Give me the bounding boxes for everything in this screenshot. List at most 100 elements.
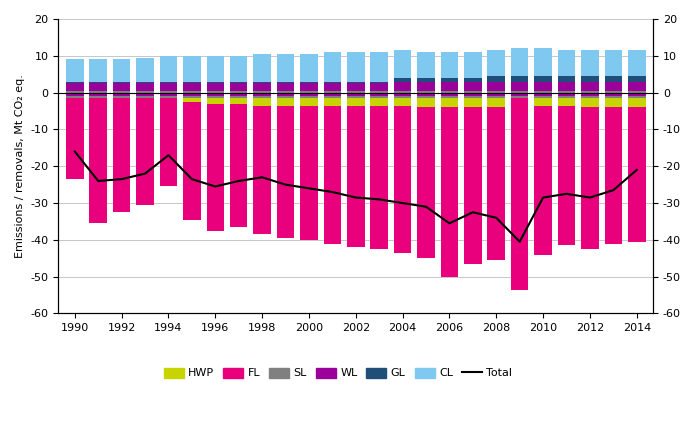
Bar [300, 54, 318, 82]
Bar [300, 106, 318, 240]
Bar [487, 96, 505, 98]
Bar [230, 104, 248, 227]
Bar [159, 98, 177, 187]
Bar [113, 91, 130, 93]
Bar [183, 91, 200, 93]
Bar [394, 82, 411, 91]
Bar [66, 60, 84, 82]
Bar [535, 91, 552, 93]
Bar [464, 93, 482, 96]
Bar [464, 107, 482, 264]
Bar [417, 82, 435, 91]
Bar [89, 82, 107, 83]
Bar [159, 93, 177, 96]
Bar [487, 98, 505, 107]
Bar [557, 91, 576, 93]
Bar [581, 91, 599, 93]
Bar [183, 83, 200, 91]
Bar [207, 93, 224, 96]
Bar [628, 96, 646, 98]
Legend: HWP, FL, SL, WL, GL, CL, Total: HWP, FL, SL, WL, GL, CL, Total [159, 363, 516, 383]
Bar [605, 50, 622, 76]
Bar [300, 96, 318, 98]
Bar [394, 106, 411, 253]
Bar [511, 98, 528, 290]
Bar [89, 93, 107, 96]
Bar [324, 52, 341, 82]
Bar [581, 82, 599, 91]
Bar [557, 76, 576, 82]
Bar [300, 83, 318, 91]
Bar [394, 98, 411, 106]
Bar [277, 91, 294, 93]
Bar [464, 91, 482, 93]
Bar [136, 93, 154, 96]
Bar [113, 93, 130, 96]
Bar [136, 82, 154, 83]
Bar [464, 52, 482, 78]
Bar [441, 107, 458, 277]
Bar [253, 106, 271, 234]
Bar [370, 52, 388, 82]
Bar [230, 82, 248, 83]
Bar [441, 91, 458, 93]
Bar [628, 93, 646, 96]
Bar [113, 60, 130, 82]
Bar [113, 96, 130, 98]
Bar [66, 82, 84, 83]
Bar [89, 96, 107, 98]
Bar [605, 107, 622, 244]
Bar [66, 83, 84, 91]
Bar [511, 76, 528, 82]
Bar [253, 96, 271, 98]
Bar [277, 82, 294, 83]
Bar [183, 96, 200, 98]
Bar [66, 96, 84, 98]
Bar [136, 98, 154, 205]
Bar [324, 91, 341, 93]
Bar [113, 83, 130, 91]
Bar [441, 96, 458, 98]
Bar [628, 98, 646, 107]
Bar [628, 107, 646, 242]
Bar [66, 98, 84, 179]
Bar [183, 102, 200, 220]
Bar [183, 98, 200, 102]
Bar [277, 54, 294, 82]
Bar [417, 96, 435, 98]
Bar [441, 98, 458, 107]
Bar [511, 96, 528, 98]
Bar [159, 56, 177, 82]
Bar [159, 82, 177, 83]
Bar [581, 107, 599, 249]
Bar [394, 96, 411, 98]
Bar [136, 83, 154, 91]
Bar [441, 93, 458, 96]
Bar [277, 93, 294, 96]
Bar [89, 98, 107, 224]
Bar [464, 78, 482, 82]
Bar [324, 98, 341, 106]
Bar [487, 107, 505, 260]
Bar [136, 96, 154, 98]
Bar [324, 106, 341, 244]
Bar [159, 83, 177, 91]
Bar [605, 82, 622, 91]
Bar [605, 96, 622, 98]
Bar [136, 91, 154, 93]
Bar [511, 82, 528, 91]
Bar [417, 93, 435, 96]
Bar [394, 91, 411, 93]
Bar [628, 50, 646, 76]
Bar [370, 106, 388, 249]
Bar [628, 91, 646, 93]
Bar [511, 48, 528, 76]
Bar [605, 76, 622, 82]
Bar [347, 93, 365, 96]
Bar [417, 91, 435, 93]
Bar [535, 98, 552, 106]
Bar [487, 76, 505, 82]
Bar [113, 82, 130, 83]
Bar [113, 98, 130, 212]
Bar [324, 96, 341, 98]
